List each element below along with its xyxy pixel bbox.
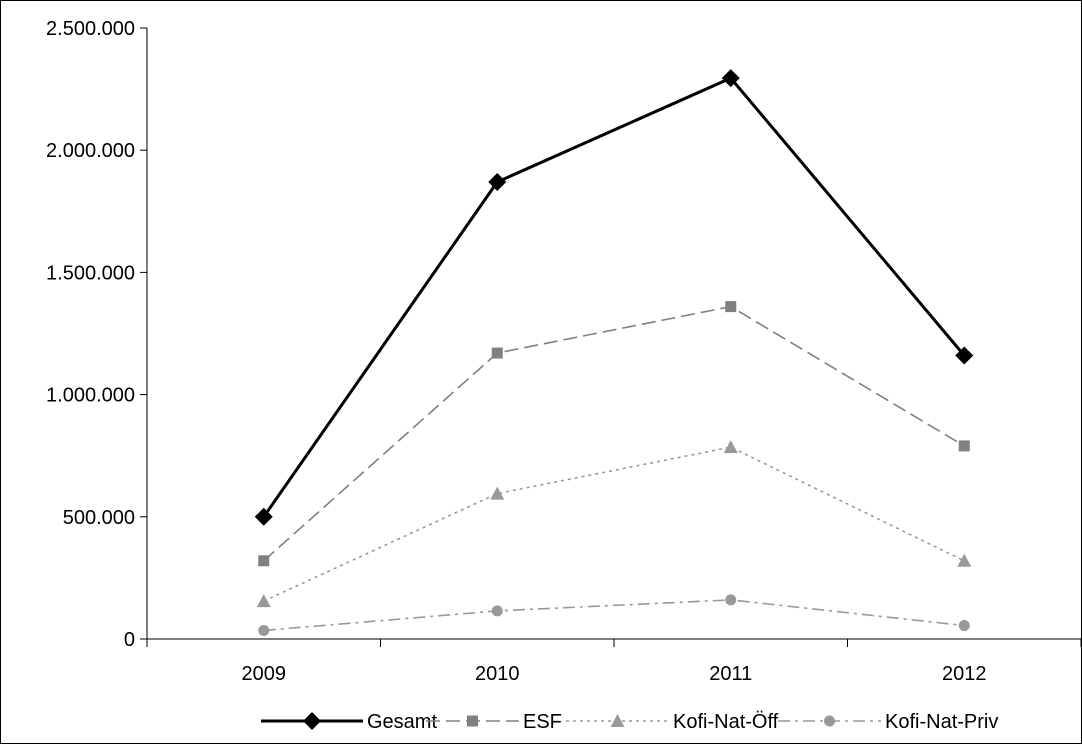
legend-item-kofi-nat-priv: Kofi-Nat-Priv xyxy=(778,711,998,733)
series-kofi-nat-ff-point xyxy=(256,594,271,608)
x-tick-label: 2009 xyxy=(242,663,287,685)
legend-marker xyxy=(610,714,625,727)
series-kofi-nat-priv xyxy=(258,594,970,636)
legend-label: Kofi-Nat-Öff xyxy=(673,711,779,733)
series-kofi-nat-ff-line xyxy=(263,446,965,602)
series-gesamt-line xyxy=(262,76,966,518)
y-tick-label: 0 xyxy=(124,629,135,651)
x-tick-label: 2011 xyxy=(709,663,752,685)
series-esf-line xyxy=(263,305,965,562)
series-esf-point xyxy=(491,347,503,359)
series-esf-point xyxy=(725,301,737,313)
legend-label: Kofi-Nat-Priv xyxy=(885,711,998,733)
series-kofi-nat-ff-point xyxy=(723,440,738,454)
series-esf xyxy=(258,301,970,567)
series-kofi-nat-priv-line xyxy=(263,599,965,632)
x-tick-label: 2012 xyxy=(942,663,987,685)
x-axis: 2009 2010 2011 2012 xyxy=(146,638,1081,685)
y-tick-label: 2.000.000 xyxy=(46,140,135,162)
legend-item-gesamt: Gesamt xyxy=(261,711,437,733)
series-kofi-nat-priv-point xyxy=(258,624,270,636)
legend: Gesamt ESF Kofi-Nat-Öff Kofi-Nat-Priv xyxy=(261,711,998,733)
x-tick-label: 2010 xyxy=(475,663,520,685)
y-tick-label: 2.500.000 xyxy=(46,18,135,40)
y-tick-label: 1.500.000 xyxy=(46,262,135,284)
legend-marker xyxy=(303,712,321,730)
series-kofi-nat-ff-point xyxy=(490,486,505,500)
series-kofi-nat-ff-point xyxy=(957,553,972,567)
series-layer xyxy=(254,69,974,636)
legend-label: Gesamt xyxy=(367,711,437,733)
series-esf-point xyxy=(958,440,970,452)
series-kofi-nat-ff xyxy=(256,440,972,608)
y-tick-label: 1.000.000 xyxy=(46,385,135,407)
series-kofi-nat-priv-point xyxy=(491,605,503,617)
legend-item-kofi-nat-ff: Kofi-Nat-Öff xyxy=(566,711,779,733)
series-gesamt-point xyxy=(955,346,974,365)
legend-item-esf: ESF xyxy=(426,711,562,733)
series-kofi-nat-priv-point xyxy=(958,620,970,632)
legend-marker xyxy=(824,715,835,727)
series-gesamt xyxy=(254,69,974,526)
series-esf-point xyxy=(258,555,270,567)
series-gesamt-point xyxy=(721,69,740,88)
legend-label: ESF xyxy=(523,711,562,733)
series-gesamt-point xyxy=(254,507,273,526)
y-axis: 0 500.000 1.000.000 1.500.000 2.000.000 2.500… xyxy=(46,18,148,651)
series-gesamt-point xyxy=(488,172,507,191)
y-tick-label: 500.000 xyxy=(63,507,135,529)
series-kofi-nat-priv-point xyxy=(725,594,737,606)
legend-marker xyxy=(467,715,478,727)
